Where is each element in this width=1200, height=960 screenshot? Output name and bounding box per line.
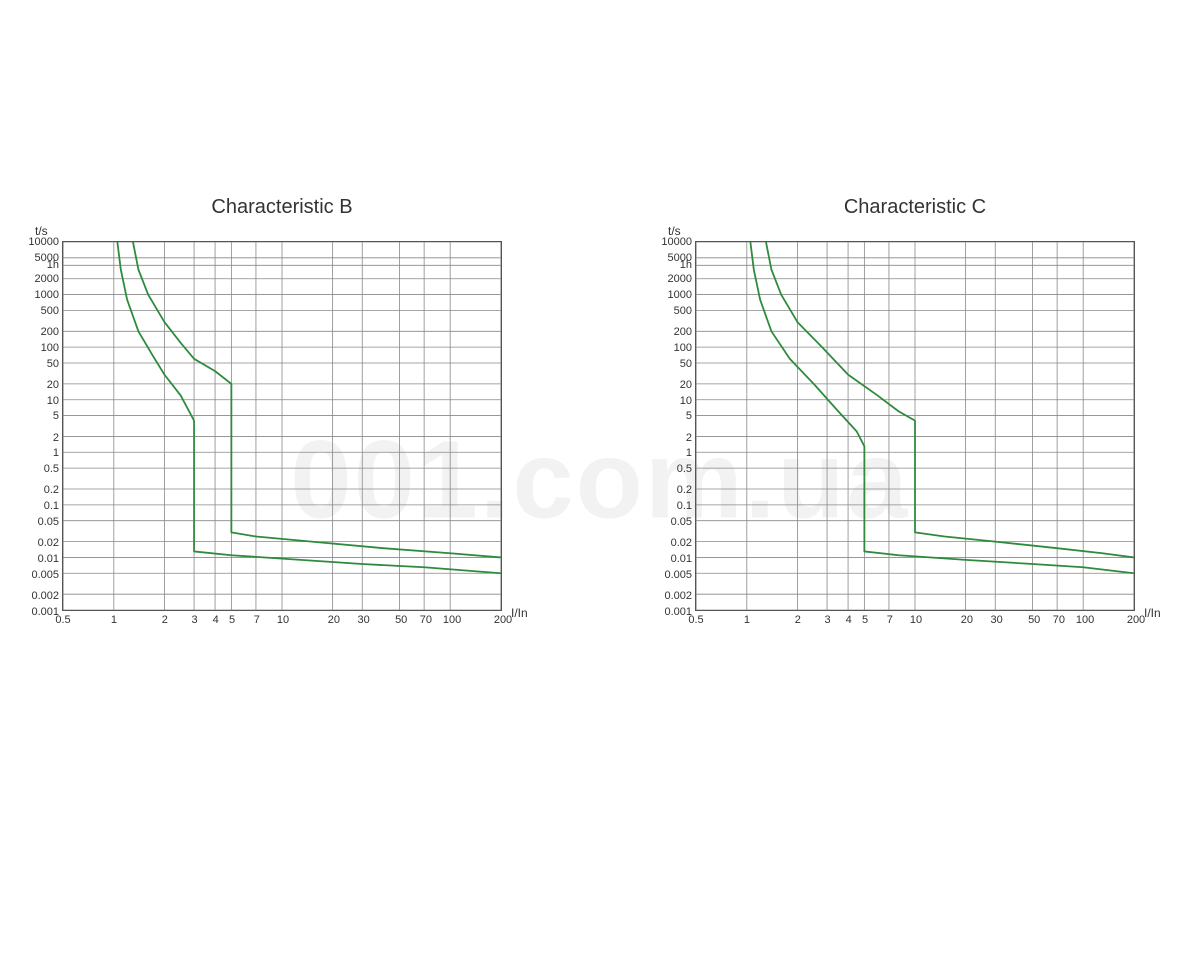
x-tick-label: 1 bbox=[744, 614, 750, 626]
x-tick-label: 2 bbox=[162, 614, 168, 626]
x-tick-label: 2 bbox=[795, 614, 801, 626]
chart_b-curve-lower bbox=[117, 242, 500, 573]
x-tick-label: 4 bbox=[846, 614, 852, 626]
y-tick-label: 0.01 bbox=[671, 553, 692, 565]
chart-c-title: Characteristic C bbox=[695, 196, 1135, 219]
chart_b-svg bbox=[63, 242, 501, 610]
y-tick-label: 0.002 bbox=[664, 590, 692, 602]
x-tick-label: 5 bbox=[862, 614, 868, 626]
x-tick-label: 10 bbox=[277, 614, 289, 626]
y-tick-label: 0.2 bbox=[44, 484, 59, 496]
x-tick-label: 70 bbox=[420, 614, 432, 626]
y-tick-label: 100 bbox=[674, 342, 692, 354]
y-tick-label: 0.005 bbox=[664, 569, 692, 581]
y-tick-label: 1 bbox=[686, 447, 692, 459]
chart-b-xlabel: I/In bbox=[511, 606, 528, 620]
y-tick-label: 0.001 bbox=[31, 606, 59, 618]
y-tick-label: 0.5 bbox=[44, 463, 59, 475]
y-tick-label: 1000 bbox=[668, 289, 692, 301]
y-tick-label: 5 bbox=[686, 410, 692, 422]
x-tick-label: 30 bbox=[358, 614, 370, 626]
x-tick-label: 20 bbox=[961, 614, 973, 626]
y-tick-label: 2 bbox=[53, 432, 59, 444]
y-tick-label: 0.001 bbox=[664, 606, 692, 618]
x-tick-label: 30 bbox=[991, 614, 1003, 626]
y-tick-label: 2 bbox=[686, 432, 692, 444]
x-tick-label: 50 bbox=[395, 614, 407, 626]
y-tick-label: 10000 bbox=[28, 236, 59, 248]
y-tick-label: 10000 bbox=[661, 236, 692, 248]
x-tick-label: 100 bbox=[443, 614, 461, 626]
x-tick-label: 50 bbox=[1028, 614, 1040, 626]
page: { "watermark": "001.com.ua", "layout": {… bbox=[0, 0, 1200, 960]
y-tick-label: 2000 bbox=[668, 273, 692, 285]
y-tick-label: 0.1 bbox=[677, 500, 692, 512]
chart-b-title: Characteristic B bbox=[62, 196, 502, 219]
y-tick-label: 5 bbox=[53, 410, 59, 422]
chart_c-svg bbox=[696, 242, 1134, 610]
x-tick-label: 4 bbox=[213, 614, 219, 626]
x-tick-label: 7 bbox=[254, 614, 260, 626]
y-tick-label: 0.02 bbox=[38, 537, 59, 549]
y-tick-label: 100 bbox=[41, 342, 59, 354]
y-tick-label: 1h bbox=[47, 259, 59, 271]
y-tick-label: 0.2 bbox=[677, 484, 692, 496]
y-tick-label: 1000 bbox=[35, 289, 59, 301]
chart_c-curve-lower bbox=[750, 242, 1133, 573]
y-tick-label: 10 bbox=[680, 395, 692, 407]
x-tick-label: 200 bbox=[1127, 614, 1145, 626]
y-tick-label: 50 bbox=[680, 358, 692, 370]
y-tick-label: 20 bbox=[47, 379, 59, 391]
y-tick-label: 0.005 bbox=[31, 569, 59, 581]
y-tick-label: 50 bbox=[47, 358, 59, 370]
x-tick-label: 5 bbox=[229, 614, 235, 626]
y-tick-label: 20 bbox=[680, 379, 692, 391]
chart-c-xlabel: I/In bbox=[1144, 606, 1161, 620]
y-tick-label: 0.02 bbox=[671, 537, 692, 549]
x-tick-label: 3 bbox=[825, 614, 831, 626]
y-tick-label: 200 bbox=[674, 326, 692, 338]
y-tick-label: 0.01 bbox=[38, 553, 59, 565]
chart-c-container: Characteristic C t/s I/In 0.512345710203… bbox=[695, 196, 1135, 611]
x-tick-label: 70 bbox=[1053, 614, 1065, 626]
y-tick-label: 200 bbox=[41, 326, 59, 338]
y-tick-label: 0.1 bbox=[44, 500, 59, 512]
y-tick-label: 0.05 bbox=[38, 516, 59, 528]
y-tick-label: 0.05 bbox=[671, 516, 692, 528]
y-tick-label: 500 bbox=[674, 305, 692, 317]
y-tick-label: 10 bbox=[47, 395, 59, 407]
x-tick-label: 3 bbox=[192, 614, 198, 626]
x-tick-label: 1 bbox=[111, 614, 117, 626]
x-tick-label: 10 bbox=[910, 614, 922, 626]
x-tick-label: 7 bbox=[887, 614, 893, 626]
x-tick-label: 200 bbox=[494, 614, 512, 626]
y-tick-label: 0.002 bbox=[31, 590, 59, 602]
y-tick-label: 1h bbox=[680, 259, 692, 271]
y-tick-label: 0.5 bbox=[677, 463, 692, 475]
y-tick-label: 2000 bbox=[35, 273, 59, 285]
y-tick-label: 500 bbox=[41, 305, 59, 317]
x-tick-label: 20 bbox=[328, 614, 340, 626]
chart-b-plot: t/s I/In 0.51234571020305070100200100005… bbox=[62, 241, 502, 611]
chart-b-container: Characteristic B t/s I/In 0.512345710203… bbox=[62, 196, 502, 611]
chart-c-plot: t/s I/In 0.51234571020305070100200100005… bbox=[695, 241, 1135, 611]
grid bbox=[63, 242, 501, 610]
y-tick-label: 1 bbox=[53, 447, 59, 459]
x-tick-label: 100 bbox=[1076, 614, 1094, 626]
